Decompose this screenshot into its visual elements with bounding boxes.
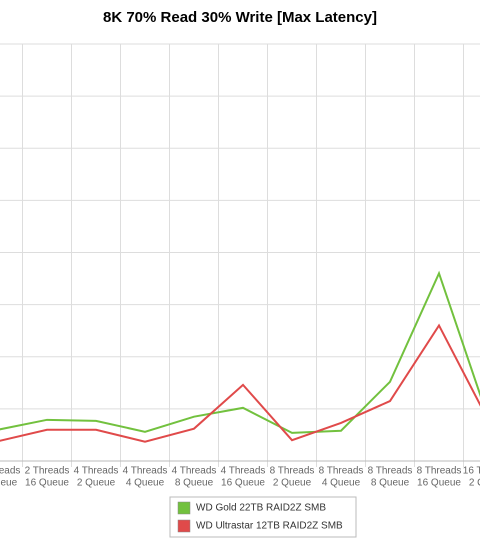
legend-swatch <box>177 501 191 515</box>
chart-title: 8K 70% Read 30% Write [Max Latency] <box>103 9 377 26</box>
x-tick-label: 2 Threads <box>0 466 20 477</box>
x-tick-label: 16 Queue <box>221 478 265 489</box>
x-tick-label: 16 Threads <box>463 466 480 477</box>
x-tick-label: 8 Threads <box>368 466 413 477</box>
series-line <box>0 270 480 434</box>
legend <box>169 496 357 538</box>
x-tick-label: 4 Threads <box>172 466 217 477</box>
x-tick-label: 2 Queue <box>469 478 480 489</box>
x-tick-label: 8 Queue <box>371 478 410 489</box>
x-tick-label: 4 Queue <box>322 478 361 489</box>
x-tick-label: 4 Queue <box>126 478 165 489</box>
legend-swatch <box>177 519 191 533</box>
x-tick-label: 8 Threads <box>417 466 462 477</box>
series-line <box>0 323 480 443</box>
x-tick-label: 8 Threads <box>319 466 364 477</box>
legend-label: WD Ultrastar 12TB RAID2Z SMB <box>196 521 343 532</box>
x-tick-label: 16 Queue <box>25 478 69 489</box>
x-tick-label: 2 Queue <box>77 478 116 489</box>
x-tick-label: 4 Threads <box>123 466 168 477</box>
x-tick-label: 8 Threads <box>270 466 315 477</box>
legend-label: WD Gold 22TB RAID2Z SMB <box>196 503 326 514</box>
x-tick-label: 16 Queue <box>417 478 461 489</box>
x-tick-label: 2 Queue <box>273 478 312 489</box>
x-tick-label: 4 Threads <box>74 466 119 477</box>
x-tick-label: 2 Threads <box>25 466 70 477</box>
x-tick-label: 8 Queue <box>0 478 18 489</box>
x-tick-label: 8 Queue <box>175 478 214 489</box>
x-tick-label: 4 Threads <box>221 466 266 477</box>
